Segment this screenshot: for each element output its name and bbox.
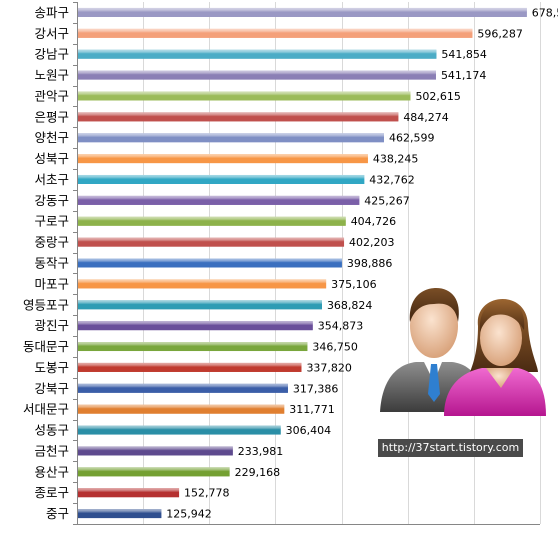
bar-highlight [78,216,346,226]
bar-highlight [78,70,436,80]
bar-highlight [78,91,411,101]
category-label: 강북구 [34,381,69,396]
value-label: 125,942 [166,508,212,521]
value-label: 337,820 [306,361,352,374]
value-label: 541,174 [441,69,487,82]
grid-lines [73,2,541,525]
value-label: 306,404 [286,424,332,437]
value-label: 541,854 [441,48,487,61]
bar-highlight [78,49,437,59]
value-label: 346,750 [312,341,358,354]
value-label: 404,726 [351,215,397,228]
value-label: 354,873 [318,320,364,333]
value-label: 229,168 [235,466,280,479]
category-label: 성동구 [34,423,69,438]
labels: 송파구 678,521 강서구 596,287 강남구 541,854 노원구 541,174… [23,5,558,521]
bar-highlight [78,467,230,477]
category-label: 서대문구 [23,402,69,417]
category-label: 강남구 [34,47,69,62]
bar-highlight [78,112,399,122]
bar-highlight [78,425,281,435]
category-label: 도봉구 [34,360,69,375]
category-label: 성북구 [34,151,69,166]
value-label: 596,287 [477,27,523,40]
value-label: 432,762 [369,173,415,186]
bar-highlight [78,28,473,38]
category-label: 용산구 [34,464,69,479]
value-label: 425,267 [364,194,410,207]
bar-highlight [78,195,360,205]
category-label: 노원구 [34,68,69,83]
category-label: 동작구 [34,256,69,271]
bar-highlight [78,300,322,310]
bar-highlight [78,446,233,456]
bar-highlight [78,342,308,352]
category-label: 은평구 [34,109,69,124]
value-label: 402,203 [349,236,395,249]
people-icon [380,288,546,416]
value-label: 152,778 [184,487,230,500]
category-label: 관악구 [34,88,69,103]
bar-highlight [78,321,313,331]
value-label: 502,615 [415,90,461,103]
bar-highlight [78,404,285,414]
value-label: 678,521 [532,6,558,19]
category-label: 동대문구 [23,339,69,354]
value-label: 311,771 [289,403,335,416]
bar-highlight [78,133,384,143]
category-label: 마포구 [34,276,69,291]
value-label: 375,106 [331,278,377,291]
value-label: 462,599 [389,132,435,145]
category-label: 강서구 [34,26,69,41]
value-label: 438,245 [373,153,419,166]
value-label: 368,824 [327,299,373,312]
category-label: 종로구 [34,485,69,500]
bar-highlight [78,279,327,289]
bars [78,7,527,519]
value-label: 398,886 [347,257,393,270]
bar-highlight [78,174,365,184]
category-label: 송파구 [34,5,69,20]
watermark-label: http://37start.tistory.com [378,439,523,457]
value-label: 484,274 [403,111,449,124]
category-label: 서초구 [34,172,69,187]
category-label: 금천구 [34,443,69,458]
bar-highlight [78,154,368,164]
value-label: 233,981 [238,445,284,458]
bar-highlight [78,362,302,372]
category-label: 중랑구 [34,235,69,250]
bar-highlight [78,488,180,498]
bar-highlight [78,237,345,247]
category-label: 양천구 [34,130,69,145]
bar-highlight [78,258,342,268]
category-label: 중구 [46,506,69,521]
category-label: 광진구 [34,318,69,333]
bar-highlight [78,509,162,519]
bar-highlight [78,383,288,393]
category-label: 영등포구 [23,297,69,312]
value-label: 317,386 [293,382,339,395]
bar-highlight [78,7,527,17]
category-label: 강동구 [34,193,69,208]
category-label: 구로구 [34,214,69,229]
